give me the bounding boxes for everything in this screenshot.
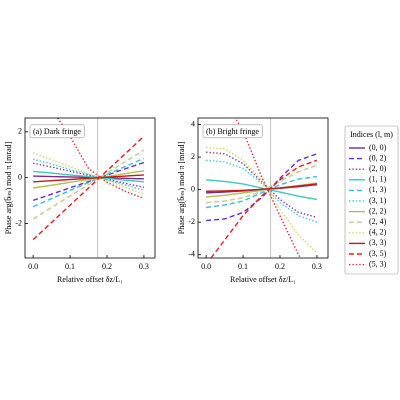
series-line: [32, 158, 145, 191]
series-line: [206, 159, 318, 223]
series-line: [206, 151, 318, 218]
series-line: [33, 170, 144, 183]
legend-label: (1, 1): [369, 175, 387, 184]
series-line: [32, 135, 145, 241]
series-line: [206, 175, 318, 209]
legend-label: (3, 1): [369, 196, 387, 205]
y-axis-label: Phase arg(b̄ₗₘ) mod π [mrad]: [4, 141, 13, 234]
series-line: [32, 161, 145, 202]
legend-label: (2, 4): [369, 217, 387, 226]
axes-frame: [197, 117, 329, 259]
x-tick-label: 0.2: [102, 262, 112, 271]
legend-label: (2, 0): [369, 164, 387, 173]
legend-label: (4, 2): [369, 228, 387, 237]
plot-area: [206, 118, 318, 258]
x-tick-label: 0.1: [238, 262, 248, 271]
series-line: [32, 157, 145, 208]
series-line: [32, 152, 145, 195]
legend-label: (1, 3): [369, 185, 387, 194]
series-line: [206, 179, 318, 201]
legend-label: (5, 3): [369, 259, 387, 268]
legend-box: [344, 125, 399, 275]
x-tick-label: 0.1: [65, 262, 75, 271]
panel-title: (b) Bright fringe: [206, 127, 259, 136]
series-line: [210, 159, 318, 258]
plot-area: [32, 118, 145, 241]
title-box: [29, 124, 85, 139]
x-tick-label: 0.0: [201, 262, 211, 271]
axes-frame: [24, 117, 156, 259]
series-line: [33, 174, 144, 183]
y-tick-label: 2: [191, 152, 195, 161]
series-line: [206, 153, 318, 222]
y-tick-label: -4: [188, 250, 195, 259]
y-tick-label: 0: [191, 184, 195, 193]
legend-title: Indices (l, m): [350, 130, 393, 139]
x-tick-label: 0.3: [139, 262, 149, 271]
series-line: [32, 149, 145, 220]
x-tick-label: 0.0: [28, 262, 38, 271]
series-line: [206, 183, 317, 192]
legend-label: (3, 3): [369, 238, 387, 247]
x-axis-label: Relative offset δz/L₁: [230, 275, 296, 284]
legend-label: (2, 2): [369, 206, 387, 215]
legend-label: (0, 0): [369, 143, 387, 152]
x-axis-label: Relative offset δz/L₁: [57, 275, 123, 284]
panel-title: (a) Dark fringe: [33, 127, 81, 136]
series-line: [206, 164, 318, 204]
series-line: [234, 118, 302, 258]
x-tick-label: 0.2: [275, 262, 285, 271]
series-line: [33, 175, 144, 180]
legend-label: (3, 5): [369, 249, 387, 258]
y-tick-label: 4: [191, 119, 195, 128]
y-axis-label: Phase arg(b̄ₗₘ) mod π [mrad]: [177, 141, 186, 234]
legend-label: (0, 2): [369, 153, 387, 162]
x-tick-label: 0.3: [312, 262, 322, 271]
y-tick-label: -2: [188, 217, 195, 226]
series-line: [206, 146, 318, 254]
y-tick-label: -2: [15, 218, 22, 227]
title-box: [202, 124, 263, 139]
y-tick-label: 2: [18, 127, 22, 136]
series-line: [33, 170, 145, 189]
y-tick-label: 0: [18, 173, 22, 182]
series-line: [56, 118, 145, 199]
